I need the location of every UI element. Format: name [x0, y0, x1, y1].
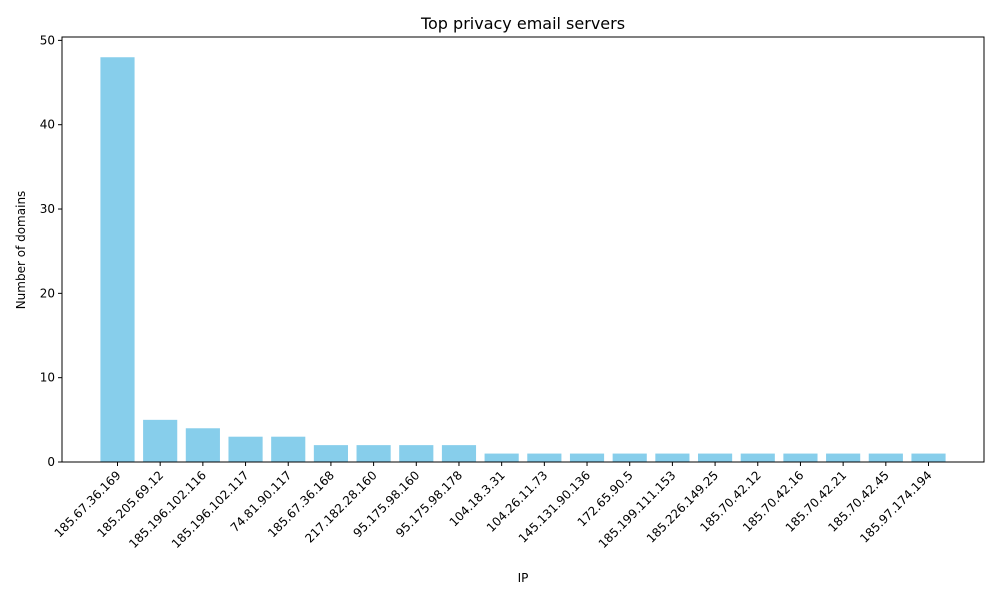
bar-74-81-90-117 — [271, 436, 306, 462]
bar-172-65-90-5 — [612, 453, 647, 462]
bar-185-199-111-153 — [655, 453, 690, 462]
bar-95-175-98-160 — [399, 445, 434, 462]
bar-145-131-90-136 — [569, 453, 605, 462]
y-axis-ticks: 0 10 20 30 40 50 — [40, 33, 62, 469]
bar-185-67-36-168 — [313, 445, 348, 462]
bar-185-196-102-117 — [228, 436, 263, 462]
bars-group — [100, 57, 946, 463]
bar-185-70-42-45 — [868, 453, 903, 462]
bar-217-182-28-160 — [356, 445, 391, 462]
chart-title: Top privacy email servers — [420, 14, 625, 33]
x-tick-label: 185.196.102.116 — [126, 468, 209, 551]
bar-185-226-149-25 — [698, 453, 733, 462]
bar-185-205-69-12 — [143, 419, 178, 462]
bar-185-97-174-194 — [911, 453, 946, 462]
y-tick-label: 50 — [40, 33, 55, 47]
bar-185-70-42-21 — [826, 453, 861, 462]
bar-95-175-98-178 — [441, 445, 477, 462]
bar-185-70-42-16 — [783, 453, 818, 462]
bar-185-196-102-116 — [185, 428, 220, 462]
bar-104-18-3-31 — [484, 453, 519, 462]
y-tick-label: 20 — [40, 286, 55, 300]
y-tick-label: 40 — [40, 118, 55, 132]
y-tick-label: 0 — [47, 455, 55, 469]
x-tick-label: 185.226.149.25 — [644, 468, 721, 545]
x-axis-ticks: 185.67.36.169185.205.69.12185.196.102.11… — [52, 462, 935, 551]
x-tick-label: 217.182.28.160 — [302, 468, 379, 545]
plot-frame — [61, 36, 985, 463]
x-tick-label: 185.196.102.117 — [169, 468, 252, 551]
x-tick-label: 145.131.90.136 — [516, 468, 593, 545]
y-tick-label: 10 — [40, 371, 55, 385]
y-axis-label: Number of domains — [14, 191, 28, 310]
bar-185-67-36-169 — [100, 57, 135, 463]
x-tick-label: 185.97.174.194 — [857, 468, 934, 545]
bar-185-70-42-12 — [740, 453, 775, 462]
bar-104-26-11-73 — [527, 453, 562, 462]
x-axis-label: IP — [518, 571, 529, 585]
y-tick-label: 30 — [40, 202, 55, 216]
x-tick-label: 185.199.111.153 — [596, 468, 679, 551]
